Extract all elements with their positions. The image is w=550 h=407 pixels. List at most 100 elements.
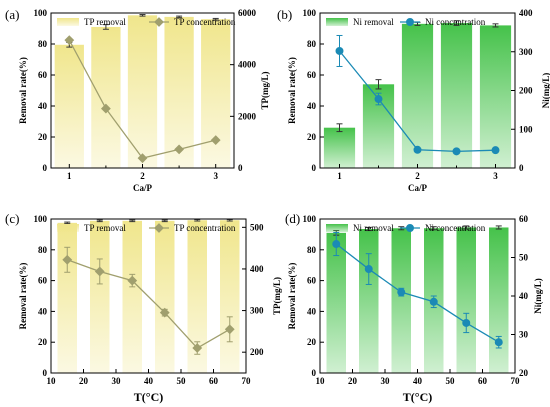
- legend-bar-label: Ni removal: [353, 223, 394, 233]
- data-point: [64, 35, 75, 46]
- legend-marker: [406, 18, 414, 26]
- panel-label: (c): [5, 211, 19, 226]
- data-point: [452, 147, 461, 156]
- x-tick-label: 1: [67, 171, 72, 181]
- data-point: [94, 266, 105, 277]
- x-tick-label: 10: [47, 376, 57, 386]
- data-point: [364, 265, 373, 274]
- x-tick-label: 30: [381, 376, 391, 386]
- chart-panel-1: 0 20 40 60 80 100 0 2000 4000 6000 1 2 3 Ca/P Removal …: [5, 7, 270, 193]
- data-point: [100, 103, 111, 114]
- legend-marker: [154, 223, 164, 233]
- y-tick-label: 100: [34, 8, 48, 18]
- y2-tick-label: 400: [519, 8, 533, 18]
- series-line: [335, 243, 500, 343]
- y2-tick-label: 60: [519, 214, 529, 224]
- x-tick-label: 2: [140, 171, 145, 181]
- x-tick-label: 2: [415, 171, 420, 181]
- legend-bar-label: Ni removal: [353, 17, 394, 27]
- bar: [401, 23, 434, 168]
- y-axis-title: Removal rate(%): [18, 263, 28, 330]
- legend-line-label: Ni concentration: [425, 17, 486, 27]
- y2-tick-label: 300: [519, 47, 533, 57]
- legend-bar-swatch: [326, 18, 348, 26]
- data-point: [332, 240, 341, 249]
- y-axis-title: Removal rate(%): [287, 263, 297, 330]
- y2-tick-label: 200: [250, 347, 264, 357]
- chart-panel-2: 0 20 40 60 80 100 0 100 200 300 400 1 2 3 Ca/P Removal …: [277, 7, 550, 193]
- legend-bar-label: TP removal: [84, 223, 126, 233]
- y-tick-label: 20: [307, 132, 317, 142]
- data-point: [462, 318, 471, 327]
- y-tick-label: 60: [307, 70, 317, 80]
- y-tick-label: 40: [307, 306, 317, 316]
- data-point: [429, 297, 438, 306]
- legend-bar-label: TP removal: [84, 17, 126, 27]
- y-tick-label: 40: [307, 101, 317, 111]
- x-tick-label: 60: [209, 376, 219, 386]
- bar: [326, 232, 346, 373]
- bar: [90, 220, 110, 373]
- x-axis-title: Ca/P: [408, 183, 428, 193]
- data-point: [374, 95, 383, 104]
- legend-marker: [406, 224, 414, 232]
- bar: [220, 220, 240, 373]
- x-tick-label: 1: [337, 171, 342, 181]
- y2-axis-title: Ni(mg/L): [533, 278, 543, 314]
- y-tick-label: 100: [303, 214, 317, 224]
- legend-line-label: Ni concentration: [425, 223, 486, 233]
- bar: [359, 229, 379, 373]
- bar: [155, 220, 175, 373]
- bar: [127, 15, 158, 169]
- y-tick-label: 80: [307, 245, 317, 255]
- y-tick-label: 100: [303, 8, 317, 18]
- y2-tick-label: 50: [519, 253, 529, 263]
- bar: [187, 220, 207, 373]
- x-tick-label: 50: [446, 376, 456, 386]
- bar: [122, 220, 142, 373]
- y2-axis-title: TP(mg/L): [260, 72, 270, 110]
- y-axis-title: Removal rate(%): [18, 57, 28, 124]
- bar: [479, 25, 512, 169]
- y-tick-label: 20: [307, 337, 317, 347]
- y2-tick-label: 500: [250, 222, 264, 232]
- y2-tick-label: 0: [238, 163, 243, 173]
- panel-label: (b): [277, 7, 292, 22]
- legend-marker: [154, 17, 164, 27]
- data-point: [159, 307, 170, 318]
- x-tick-label: 70: [511, 376, 521, 386]
- x-tick-label: 60: [478, 376, 488, 386]
- legend-bar-swatch: [57, 18, 79, 26]
- data-point: [335, 46, 344, 55]
- y-tick-label: 0: [312, 368, 317, 378]
- x-tick-label: 3: [213, 171, 218, 181]
- y2-tick-label: 100: [519, 124, 533, 134]
- data-point: [413, 145, 422, 154]
- data-point: [127, 275, 138, 286]
- y-tick-label: 80: [307, 39, 317, 49]
- x-axis-title: T(°C): [134, 390, 163, 404]
- y-tick-label: 40: [38, 306, 48, 316]
- y-tick-label: 20: [38, 337, 48, 347]
- panel-label: (a): [5, 7, 19, 22]
- data-point: [224, 324, 235, 335]
- bar: [164, 16, 194, 168]
- panel-label: (d): [285, 211, 300, 226]
- data-point: [174, 144, 185, 155]
- y2-tick-label: 20: [519, 368, 529, 378]
- y-tick-label: 80: [38, 245, 48, 255]
- x-tick-label: 3: [493, 171, 498, 181]
- y2-tick-label: 0: [519, 163, 524, 173]
- legend-bar-swatch: [57, 224, 79, 232]
- y-tick-label: 60: [38, 70, 48, 80]
- x-tick-label: 20: [348, 376, 358, 386]
- chart-panel-4: 0 20 40 60 80 100 20 30 40 50 60 10 20 30 40 50 60 70 T(°C…: [285, 211, 543, 404]
- bar: [456, 227, 476, 373]
- y-tick-label: 80: [38, 39, 48, 49]
- data-point: [491, 146, 500, 155]
- x-axis-title: T(°C): [403, 390, 432, 404]
- y2-tick-label: 200: [519, 86, 533, 96]
- x-tick-label: 70: [242, 376, 252, 386]
- bar: [440, 23, 473, 169]
